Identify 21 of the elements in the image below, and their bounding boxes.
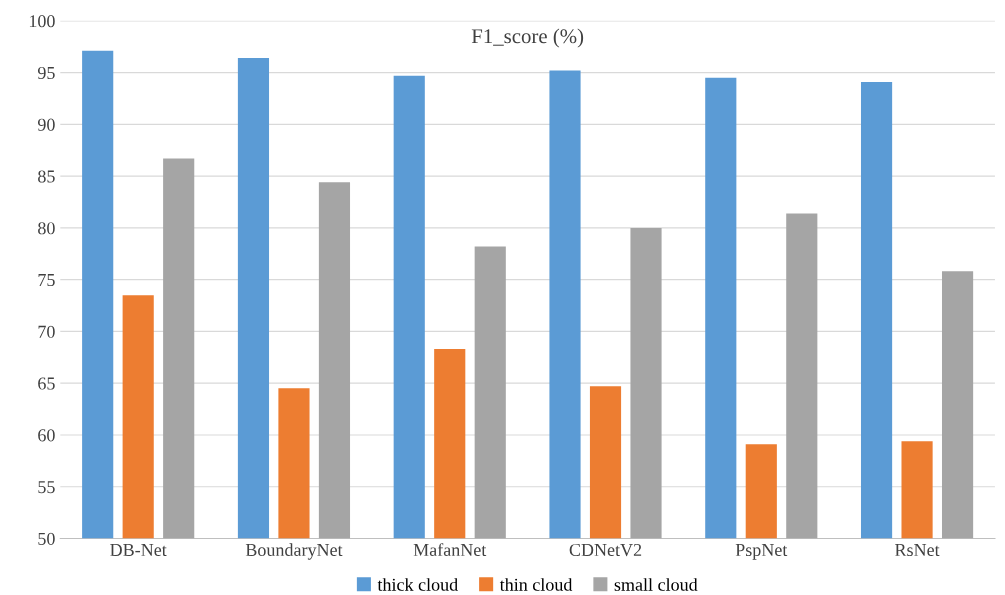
y-tick-label: 75 bbox=[38, 274, 55, 287]
y-tick-label: 65 bbox=[38, 377, 55, 390]
y-tick-label: 95 bbox=[37, 66, 55, 80]
x-tick-label: MafanNet bbox=[413, 543, 487, 557]
y-tick-label: 70 bbox=[38, 325, 55, 338]
y-tick-label: 55 bbox=[38, 481, 55, 494]
x-tick-label: CDNetV2 bbox=[569, 543, 642, 557]
y-tick-label: 100 bbox=[29, 15, 55, 28]
x-tick-label: RsNet bbox=[895, 544, 940, 557]
legend-label: thick cloud bbox=[377, 578, 458, 591]
y-tick-label: 85 bbox=[38, 170, 55, 183]
x-tick-label: PspNet bbox=[735, 544, 788, 560]
y-tick-label: 60 bbox=[38, 429, 55, 442]
x-tick-label: DB-Net bbox=[110, 544, 167, 557]
y-tick-label: 80 bbox=[38, 222, 55, 235]
legend-label: small cloud bbox=[614, 578, 698, 591]
y-tick-label: 50 bbox=[38, 532, 55, 545]
legend-label: thin cloud bbox=[499, 578, 573, 591]
chart-title: F1_score (%) bbox=[471, 28, 584, 48]
y-tick-label: 90 bbox=[37, 118, 55, 131]
x-tick-label: BoundaryNet bbox=[245, 543, 343, 560]
